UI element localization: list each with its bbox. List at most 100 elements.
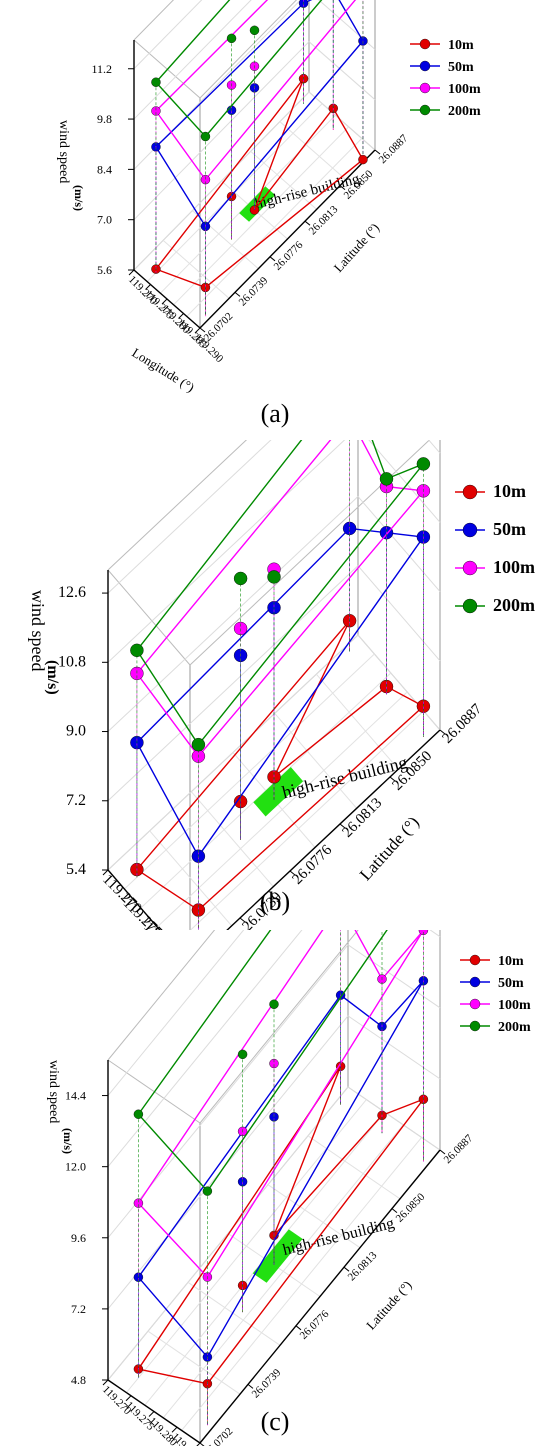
y-tick (234, 292, 241, 297)
y-tick (269, 256, 276, 262)
z-axis-label: wind speed (28, 590, 48, 671)
legend-label: 10m (448, 38, 474, 53)
z-tick-label: 9.8 (97, 112, 112, 126)
x-tick (128, 269, 135, 276)
data-point-200m (379, 472, 394, 486)
building-footprint (252, 1229, 303, 1283)
series-line-100m (136, 415, 425, 758)
box-edge-top (133, 0, 175, 41)
y-tick-label: 26.0887 (377, 132, 411, 166)
gridline-z (357, 634, 441, 731)
legend-label: 50m (493, 519, 526, 539)
y-tick-label: 26.0739 (237, 274, 271, 308)
y-tick (439, 729, 446, 735)
x-tick (161, 298, 168, 305)
grid (128, 0, 376, 328)
panel-caption: (c) (261, 1407, 290, 1436)
y-tick-label: 26.0776 (272, 239, 306, 273)
legend-label: 200m (493, 595, 535, 615)
legend-label: 50m (498, 976, 524, 991)
gridline-z (107, 565, 359, 802)
x-tick (125, 1395, 132, 1402)
y-tick (439, 1149, 446, 1155)
legend-label: 100m (493, 557, 535, 577)
gridline-floor (307, 1135, 401, 1200)
chart-c-svg: 4.87.29.612.014.4119.270119.275119.28011… (46, 766, 531, 1451)
gridline-floor (267, 1184, 361, 1249)
gridline-floor (162, 239, 230, 299)
x-tick (194, 327, 201, 334)
z-axis-unit: (m/s) (44, 660, 61, 695)
gridline-floor (173, 710, 424, 947)
x-tick (145, 284, 151, 290)
y-tick (295, 1325, 302, 1331)
z-tick-label: 5.4 (66, 861, 86, 878)
box-edge-top (107, 334, 359, 571)
legend-marker (469, 976, 481, 988)
legend-marker (419, 104, 431, 116)
box-edge-top (199, 0, 298, 99)
y-tick (343, 1266, 350, 1272)
y-axis-line (199, 1149, 441, 1444)
gridline-z (308, 91, 376, 151)
gridline-z (347, 1015, 441, 1080)
y-axis-line (199, 149, 376, 329)
z-axis-label: wind speed (46, 1060, 61, 1123)
data-point-200m (191, 737, 206, 752)
y-tick (389, 776, 396, 782)
x-tick (148, 1411, 155, 1417)
chart-panel-b: 5.47.29.010.812.6119.270119.275119.28011… (0, 334, 550, 1026)
data-point-200m (130, 643, 144, 658)
series-line-200m (155, 0, 323, 138)
y-tick (339, 185, 346, 190)
legend-label: 200m (498, 1020, 531, 1035)
data-point-200m (267, 570, 281, 584)
gridline-z (107, 426, 359, 663)
z-axis-unit: (m/s) (61, 1128, 75, 1154)
gridline-z (347, 1086, 441, 1151)
z-tick-label: 7.2 (66, 792, 86, 809)
z-tick-label: 12.6 (58, 584, 86, 601)
y-tick-label: 26.0813 (307, 203, 341, 237)
series-line-50m (136, 527, 425, 858)
x-tick (178, 313, 184, 319)
y-tick (304, 220, 311, 226)
data-point-200m (133, 1109, 144, 1119)
gridline-floor (192, 210, 259, 270)
z-tick-label: 10.8 (58, 653, 86, 670)
y-tick-label: 26.0702 (202, 310, 236, 344)
y-tick-label: 26.0850 (394, 1191, 428, 1225)
panel-caption: (a) (261, 399, 290, 428)
building-footprint (253, 767, 304, 817)
z-tick-label: 9.6 (71, 1231, 86, 1245)
gridline-z (357, 565, 441, 662)
data-point-200m (200, 131, 211, 142)
data-point-100m (151, 106, 161, 116)
data-point-200m (151, 77, 161, 87)
gridline-z (133, 41, 310, 221)
y-tick (199, 327, 206, 333)
legend-label: 200m (448, 104, 481, 119)
legend-label: 50m (448, 60, 474, 75)
gridline-z (357, 426, 441, 523)
data-point-200m (226, 33, 237, 44)
z-tick-label: 7.2 (71, 1302, 86, 1316)
y-tick-label: 26.0887 (440, 701, 486, 747)
data-point-200m (233, 571, 248, 586)
data-point-200m (202, 1186, 213, 1196)
gridline-floor (315, 673, 399, 770)
legend-label: 10m (493, 481, 526, 501)
z-tick-label: 12.0 (65, 1160, 86, 1174)
chart-b-svg: 5.47.29.010.812.6119.270119.275119.28011… (28, 334, 535, 1026)
gridline-z (133, 0, 203, 70)
legend-marker (419, 82, 431, 94)
data-point-100m (133, 1198, 144, 1208)
y-tick-label: 26.0776 (298, 1308, 332, 1342)
y-tick (391, 1208, 398, 1213)
gridline-floor (187, 1281, 281, 1346)
y-tick (247, 1384, 254, 1389)
chart-panel-c: 4.87.29.612.014.4119.270119.275119.28011… (0, 766, 550, 1451)
panel-caption: (b) (260, 887, 290, 916)
z-axis-unit: (m/s) (72, 185, 86, 211)
data-point-200m (416, 457, 431, 471)
